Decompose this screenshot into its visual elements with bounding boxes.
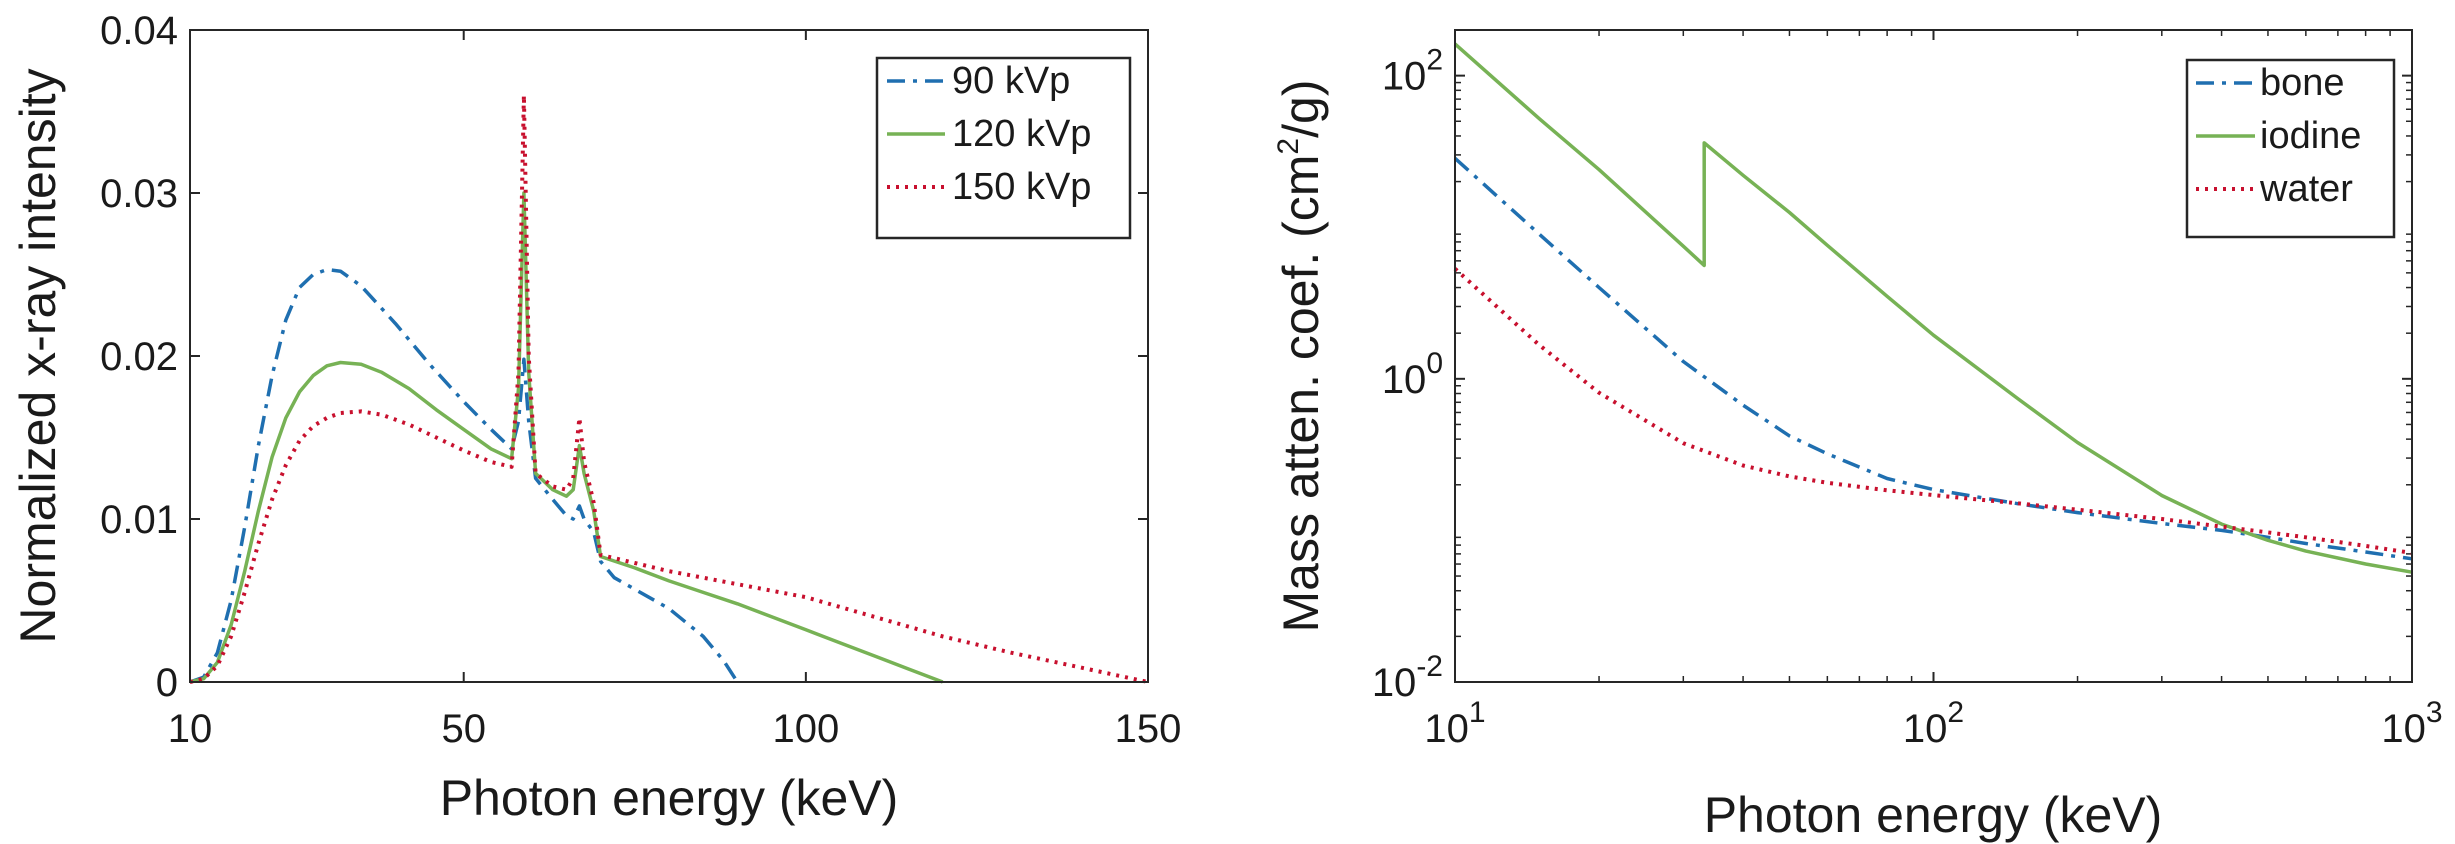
intensity-chart: 10 50 100 150 0 0.01 0.02 0.03 0.04 Photon energ…: [10, 9, 1181, 826]
tick-base: 10: [1903, 707, 1948, 751]
x-tick-label: 102: [1903, 696, 1964, 751]
tick-base: 10: [1382, 55, 1427, 99]
tick-exponent: 1: [1469, 696, 1486, 729]
series-line-150-kvp: [189, 93, 1149, 684]
intensity-chart-legend-box: [875, 56, 1132, 240]
tick-exponent: -2: [1416, 650, 1443, 683]
tick-exponent: 2: [1426, 44, 1443, 77]
y-label-prefix: Mass atten. coef. (cm: [1273, 155, 1329, 633]
series-line-iodine: [1453, 42, 2413, 574]
y-tick-label: 0.03: [100, 172, 178, 216]
x-tick-label: 103: [2381, 696, 2442, 751]
attenuation-chart-legend-box: [2185, 58, 2396, 239]
y-tick-label: 0.01: [100, 498, 178, 542]
intensity-chart-frame: [189, 29, 1149, 683]
legend-label: water: [2259, 168, 2353, 210]
tick-exponent: 3: [2426, 696, 2443, 729]
intensity-chart-tick-labels: 10 50 100 150 0 0.01 0.02 0.03 0.04: [100, 9, 1181, 751]
y-label-superscript: 2: [1272, 138, 1305, 155]
y-tick-label: 100: [1382, 347, 1443, 402]
y-label-suffix: /g): [1273, 80, 1329, 138]
tick-base: 10: [1424, 707, 1469, 751]
y-tick-label: 0: [156, 661, 178, 705]
y-tick-label: 0.02: [100, 335, 178, 379]
attenuation-chart-legend: bone iodine water: [2185, 58, 2396, 239]
y-tick-label: 10-2: [1372, 650, 1443, 705]
legend-label: bone: [2260, 62, 2345, 104]
x-tick-label: 10: [168, 707, 213, 751]
intensity-chart-legend: 90 kVp 120 kVp 150 kVp: [875, 56, 1132, 240]
legend-label: 150 kVp: [952, 166, 1091, 208]
series-line-water: [1453, 267, 2413, 555]
x-tick-label: 50: [441, 707, 486, 751]
legend-label: 120 kVp: [952, 113, 1091, 155]
intensity-chart-x-axis-label: Photon energy (keV): [440, 770, 899, 826]
series-line-90-kvp: [189, 267, 739, 684]
attenuation-chart-series: [1453, 42, 2413, 574]
attenuation-chart-frame: [1454, 29, 2413, 683]
x-tick-label: 100: [772, 707, 839, 751]
series-line-120-kvp: [189, 191, 944, 684]
intensity-chart-series: [189, 93, 1149, 684]
x-tick-label: 101: [1424, 696, 1485, 751]
y-tick-label: 102: [1382, 44, 1443, 99]
tick-base: 10: [2381, 707, 2426, 751]
intensity-chart-y-axis-label: Normalized x-ray intensity: [10, 68, 66, 643]
tick-exponent: 2: [1947, 696, 1964, 729]
y-tick-label: 0.04: [100, 9, 178, 53]
legend-label: 90 kVp: [952, 60, 1070, 102]
series-line-bone: [1453, 156, 2413, 561]
attenuation-chart-x-axis-label: Photon energy (keV): [1704, 787, 2163, 843]
tick-exponent: 0: [1426, 347, 1443, 380]
attenuation-chart-y-axis-label: Mass atten. coef. (cm2/g): [1272, 80, 1329, 633]
legend-label: iodine: [2260, 115, 2361, 157]
x-tick-label: 150: [1115, 707, 1182, 751]
tick-base: 10: [1372, 661, 1417, 705]
tick-base: 10: [1382, 358, 1427, 402]
